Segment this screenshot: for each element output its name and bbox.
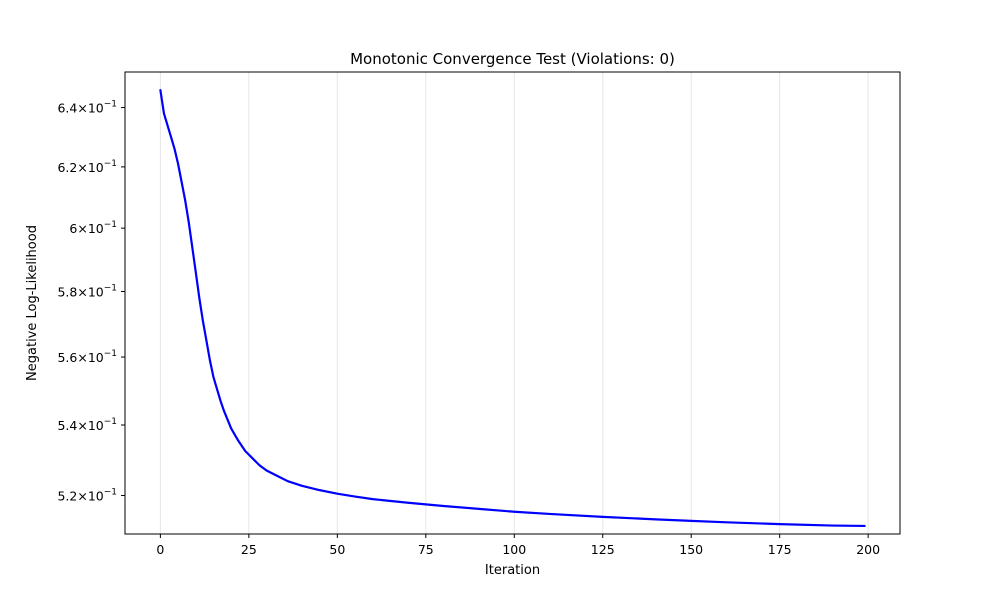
chart-title: Monotonic Convergence Test (Violations: … — [350, 50, 675, 68]
grid-lines — [159, 72, 869, 534]
y-tick-exponent: −1 — [104, 159, 117, 169]
y-axis-ticks: 5.2×10−15.4×10−15.6×10−15.8×10−16×10−16.… — [57, 100, 125, 504]
x-axis-label: Iteration — [485, 563, 540, 578]
y-tick-label: 5.8×10−1 — [57, 283, 117, 299]
y-tick-label: 6×10−1 — [69, 220, 117, 236]
y-tick-base: 10 — [88, 284, 104, 299]
y-tick-base: 10 — [88, 418, 104, 433]
x-tick-label: 100 — [502, 542, 526, 557]
x-tick-label: 75 — [418, 542, 434, 557]
y-tick-base: 10 — [88, 221, 104, 236]
y-tick-base: 10 — [88, 350, 104, 365]
x-tick-label: 150 — [679, 542, 703, 557]
x-tick-label: 0 — [156, 542, 164, 557]
x-tick-label: 175 — [768, 542, 792, 557]
y-tick-mantissa: 5.6 — [57, 350, 77, 365]
y-tick-mantissa: 5.8 — [57, 284, 77, 299]
times-sign: × — [77, 221, 87, 236]
x-tick-label: 50 — [329, 542, 345, 557]
x-tick-label: 25 — [241, 542, 257, 557]
y-tick-base: 10 — [88, 489, 104, 504]
times-sign: × — [77, 284, 87, 299]
y-tick-exponent: −1 — [104, 488, 117, 498]
y-tick-label: 6.4×10−1 — [57, 100, 117, 116]
y-tick-mantissa: 6.4 — [57, 101, 77, 116]
plot-frame — [124, 71, 901, 535]
series-line — [159, 89, 866, 528]
y-tick-label: 5.4×10−1 — [57, 417, 117, 433]
y-tick-exponent: −1 — [104, 349, 117, 359]
y-tick-label: 5.6×10−1 — [57, 349, 117, 365]
times-sign: × — [77, 160, 87, 175]
y-tick-label: 6.2×10−1 — [57, 159, 117, 175]
y-tick-mantissa: 5.4 — [57, 418, 77, 433]
y-tick-base: 10 — [88, 160, 104, 175]
times-sign: × — [77, 418, 87, 433]
y-tick-base: 10 — [88, 101, 104, 116]
y-tick-exponent: −1 — [104, 417, 117, 427]
y-tick-exponent: −1 — [104, 220, 117, 230]
y-tick-mantissa: 6.2 — [57, 160, 77, 175]
y-axis-label: Negative Log-Likelihood — [25, 225, 40, 381]
y-tick-mantissa: 6 — [69, 221, 77, 236]
x-tick-label: 125 — [591, 542, 615, 557]
x-tick-label: 200 — [856, 542, 880, 557]
times-sign: × — [77, 350, 87, 365]
times-sign: × — [77, 489, 87, 504]
y-tick-label: 5.2×10−1 — [57, 488, 117, 504]
series-lines — [159, 89, 866, 528]
y-tick-exponent: −1 — [104, 283, 117, 293]
times-sign: × — [77, 101, 87, 116]
y-tick-exponent: −1 — [104, 100, 117, 110]
y-tick-mantissa: 5.2 — [57, 489, 77, 504]
x-axis-ticks: 0 25 50 75 100 125 150 175 200 — [156, 534, 880, 557]
